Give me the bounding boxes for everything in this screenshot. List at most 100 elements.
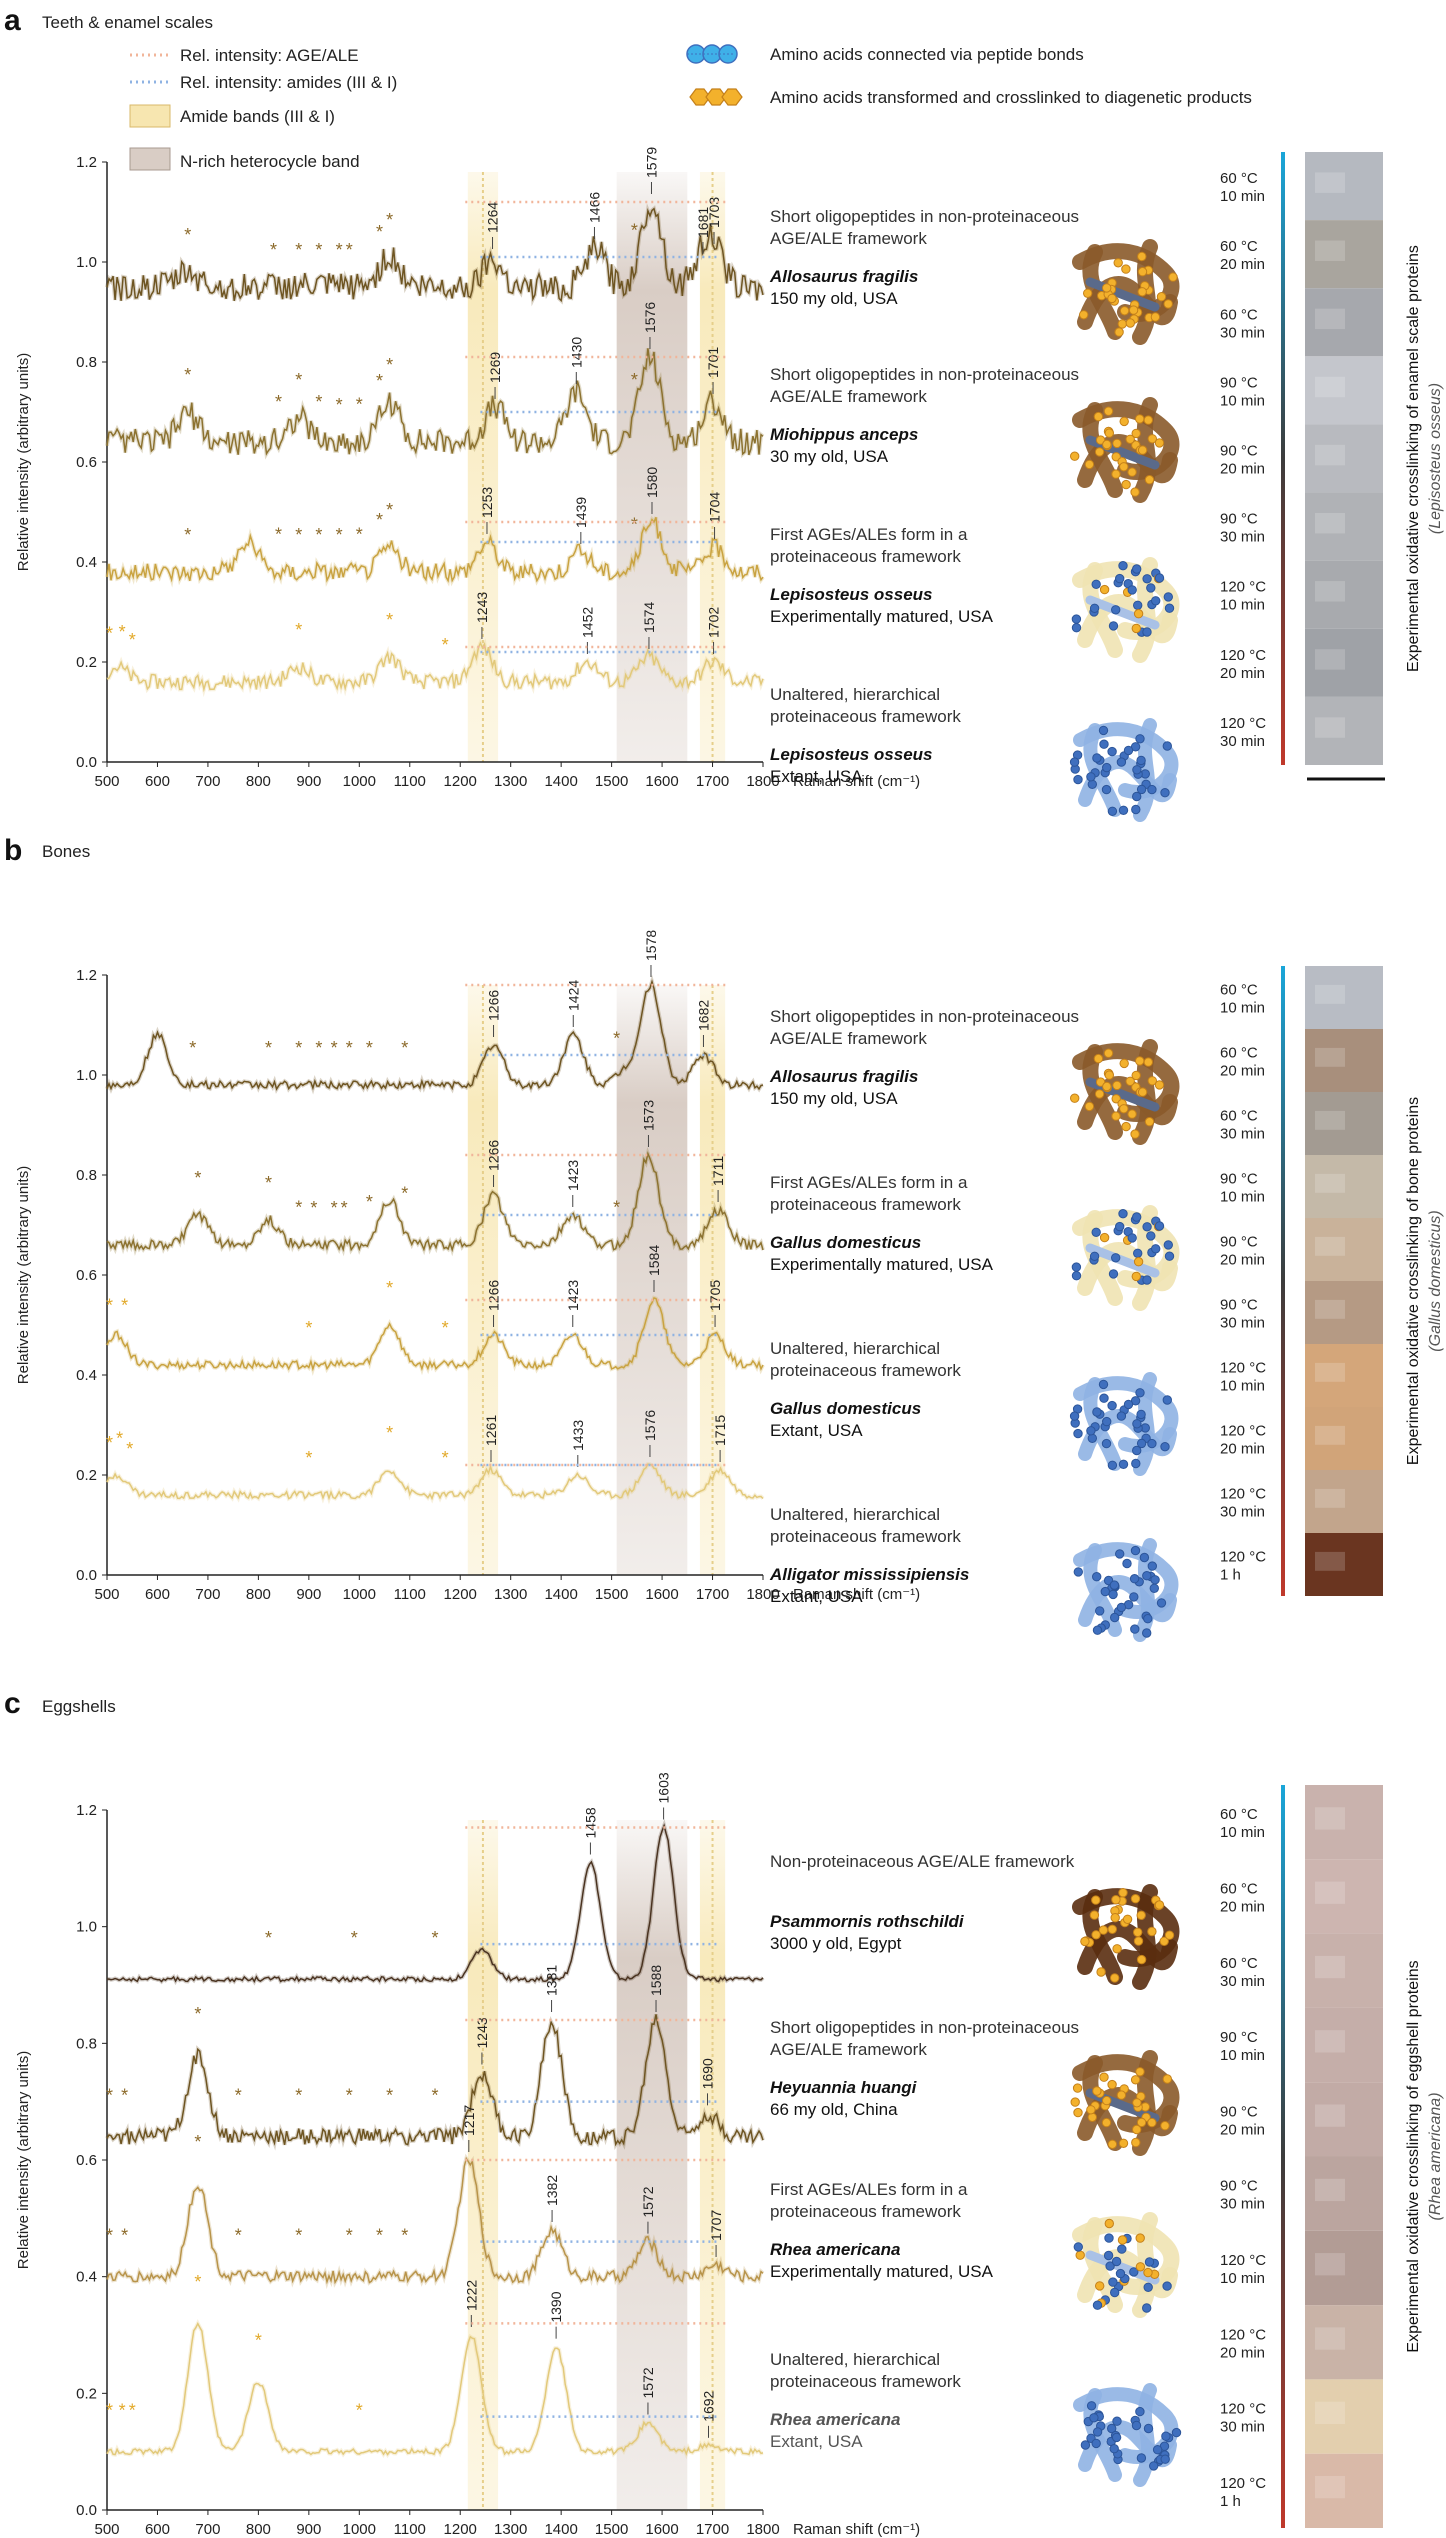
side-subtitle: (Rhea americana): [1427, 2092, 1444, 2220]
molecule-bead: [1136, 1954, 1147, 1965]
molecule-bead: [1132, 1212, 1142, 1222]
panel-c: c Eggshells 500 600 700 800 900 1000 1100 1200 130…: [0, 1685, 1446, 2538]
molecule-bead: [1142, 574, 1152, 584]
x-axis-label: Raman shift (cm⁻¹): [793, 773, 920, 790]
x-tick-label: 1800: [746, 1586, 779, 1603]
molecule-bead: [1123, 1399, 1134, 1410]
peak-label: 1572: [640, 2186, 656, 2217]
photo-highlight: [1315, 2401, 1345, 2424]
sample-photo: [1305, 1029, 1383, 1092]
molecule-bead: [1150, 1575, 1160, 1585]
peak-label: 1243: [474, 2017, 490, 2048]
molecule-bead: [1103, 406, 1114, 416]
molecule-bead: [1133, 600, 1143, 610]
molecule-bead: [1102, 283, 1112, 293]
molecule-bead: [1071, 614, 1082, 624]
significance-star: *: [121, 2226, 128, 2246]
framework-line-1: Short oligopeptides in non-proteinaceous: [770, 207, 1079, 226]
molecule-bead: [1163, 1240, 1174, 1250]
molecule-bead: [1130, 2075, 1141, 2085]
framework-line-1: First AGEs/ALEs form in a: [770, 2180, 968, 2199]
peak-label: 1266: [486, 1280, 502, 1311]
molecule-bead: [1160, 1442, 1170, 1452]
molecule-bead: [1118, 1459, 1129, 1469]
molecule-bead: [1104, 2233, 1114, 2243]
molecule-bead: [1146, 583, 1156, 593]
molecule-bead: [1142, 1571, 1152, 1581]
molecule-bead: [1121, 264, 1131, 274]
molecule-bead: [1119, 306, 1130, 316]
y-tick-label: 0.2: [76, 1467, 97, 1484]
peak-label: 1390: [548, 2291, 564, 2322]
molecule-bead: [1112, 1944, 1122, 1954]
spectrum-line: [106, 348, 764, 456]
time-label: 30 min: [1220, 1973, 1265, 1990]
molecule-bead: [1160, 788, 1170, 798]
significance-star: *: [106, 1433, 113, 1453]
molecule-bead: [1130, 1624, 1140, 1634]
molecule-bead: [1104, 428, 1115, 438]
molecule-bead: [1131, 623, 1142, 634]
molecule-bead: [1080, 1936, 1090, 1947]
photo-highlight: [1315, 240, 1345, 261]
x-tick-label: 1400: [544, 2521, 577, 2538]
significance-star: *: [295, 620, 302, 640]
temperature-label: 60 °C: [1220, 1045, 1258, 1062]
molecule-bead: [1162, 741, 1173, 751]
significance-star: *: [295, 2226, 302, 2246]
molecule-bead: [1095, 1606, 1105, 1616]
chart-bones: b Bones 500 600 700 800 900 1000 1100 1200 1300 140…: [4, 834, 1444, 1642]
molecule-bead: [1100, 1586, 1111, 1597]
peak-label: 1458: [582, 1807, 598, 1838]
molecule-bead: [1161, 2431, 1171, 2441]
spectrum-line: [106, 1151, 764, 1253]
molecule-bead: [1073, 1567, 1084, 1577]
molecule-bead: [1116, 2090, 1127, 2100]
molecule-bead: [1144, 1117, 1155, 1127]
molecule-bead: [1101, 784, 1112, 795]
peak-label: 1576: [642, 302, 658, 333]
molecule-bead: [1108, 621, 1119, 631]
peak-label: 1381: [544, 1965, 560, 1996]
molecule-bead: [1136, 1409, 1146, 1420]
significance-star: *: [275, 392, 282, 412]
photo-highlight: [1315, 1551, 1345, 1571]
molecule-bead: [1142, 2303, 1152, 2313]
molecule-bead: [1131, 804, 1141, 815]
significance-star: *: [315, 525, 322, 545]
significance-star: *: [386, 610, 393, 630]
temperature-label: 60 °C: [1220, 170, 1258, 187]
molecule-bead: [1087, 779, 1098, 789]
significance-star: *: [331, 1198, 338, 1218]
peak-label: 1573: [640, 1100, 656, 1131]
molecule-bead: [1125, 434, 1135, 444]
molecule-bead: [1110, 1913, 1120, 1923]
panel-b: b Bones 500 600 700 800 900 1000 1100 1200 1300 140…: [0, 830, 1446, 1685]
molecule-bead: [1121, 479, 1131, 490]
molecule-bead: [1137, 445, 1148, 455]
x-tick-label: 1700: [696, 2521, 729, 2538]
molecule-schematic: [1073, 1538, 1179, 1642]
significance-star: *: [275, 525, 282, 545]
molecule-bead: [1107, 293, 1117, 304]
panel-letter: a: [4, 4, 21, 37]
peak-label: 1703: [706, 197, 722, 228]
molecule-bead: [1084, 459, 1095, 470]
molecule-bead: [1091, 1895, 1101, 1905]
significance-star: *: [631, 370, 638, 390]
significance-star: *: [184, 365, 191, 385]
significance-star: *: [346, 2086, 353, 2106]
molecule-bead: [1091, 579, 1101, 589]
peak-label: 1692: [701, 2390, 717, 2421]
significance-star: *: [351, 1928, 358, 1948]
y-tick-label: 1.2: [76, 967, 97, 984]
molecule-bead: [1164, 1251, 1175, 1261]
molecule-bead: [1154, 1221, 1165, 1231]
molecule-bead: [1137, 287, 1147, 297]
molecule-bead: [1071, 1262, 1082, 1272]
significance-star: *: [386, 1423, 393, 1443]
y-tick-label: 0.4: [76, 554, 97, 571]
significance-star: *: [431, 1928, 438, 1948]
framework-line-1: Unaltered, hierarchical: [770, 2350, 940, 2369]
x-tick-label: 800: [246, 773, 271, 790]
